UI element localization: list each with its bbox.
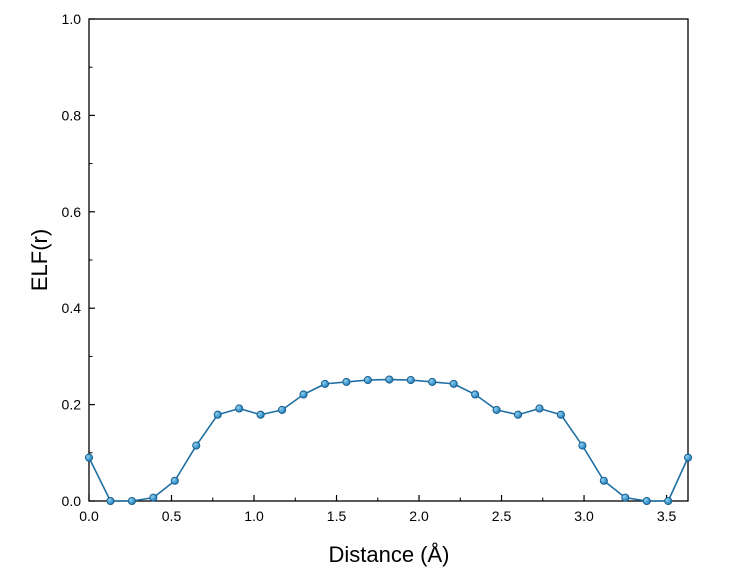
data-point bbox=[492, 405, 501, 414]
data-point bbox=[235, 404, 244, 413]
data-point bbox=[385, 375, 394, 384]
series-layer bbox=[84, 375, 693, 506]
data-point bbox=[449, 379, 458, 388]
data-point bbox=[471, 390, 480, 399]
y-tick-label: 1.0 bbox=[62, 11, 82, 27]
x-tick-label: 2.5 bbox=[492, 508, 512, 524]
y-tick-label: 0.8 bbox=[62, 107, 82, 123]
data-point bbox=[256, 410, 265, 419]
y-tick-label: 0.6 bbox=[62, 204, 82, 220]
x-tick-label: 1.5 bbox=[327, 508, 347, 524]
data-point bbox=[513, 410, 523, 419]
data-point bbox=[406, 375, 415, 385]
data-point bbox=[642, 496, 651, 506]
data-point bbox=[170, 476, 179, 485]
y-tick-label: 0.2 bbox=[62, 397, 82, 413]
data-point bbox=[320, 379, 330, 388]
series-line bbox=[88, 378, 689, 502]
data-point bbox=[84, 453, 94, 462]
x-tick-label: 2.0 bbox=[409, 508, 429, 524]
data-point bbox=[342, 377, 351, 386]
data-point bbox=[213, 410, 222, 419]
x-tick-label: 0.0 bbox=[79, 508, 99, 524]
x-tick-label: 0.5 bbox=[162, 508, 182, 524]
x-axis-ticks: 0.0 0.5 1.0 1.5 2.0 2.5 3.0 3.5 bbox=[79, 495, 676, 524]
data-point bbox=[683, 453, 693, 462]
data-point bbox=[578, 441, 587, 450]
data-point bbox=[428, 377, 437, 386]
x-axis-title: Distance (Å) bbox=[328, 542, 449, 567]
data-point bbox=[664, 496, 673, 506]
data-point bbox=[556, 410, 565, 419]
data-point bbox=[299, 390, 308, 399]
y-tick-label: 0.0 bbox=[62, 493, 82, 509]
data-point bbox=[192, 441, 201, 450]
data-point bbox=[278, 405, 287, 414]
y-axis-ticks: 0.0 0.2 0.4 0.6 0.8 1.0 bbox=[62, 11, 95, 509]
y-tick-label: 0.4 bbox=[62, 300, 82, 316]
x-tick-label: 1.0 bbox=[244, 508, 264, 524]
data-point bbox=[127, 496, 136, 506]
x-tick-label: 3.5 bbox=[657, 508, 677, 524]
data-point bbox=[363, 375, 372, 385]
x-tick-label: 3.0 bbox=[574, 508, 594, 524]
y-axis-title: ELF(r) bbox=[27, 229, 52, 291]
plot-frame bbox=[88, 18, 689, 502]
data-point bbox=[106, 496, 115, 506]
data-point bbox=[621, 493, 630, 502]
data-point bbox=[535, 404, 544, 413]
data-point bbox=[149, 493, 158, 502]
data-point bbox=[599, 476, 608, 485]
